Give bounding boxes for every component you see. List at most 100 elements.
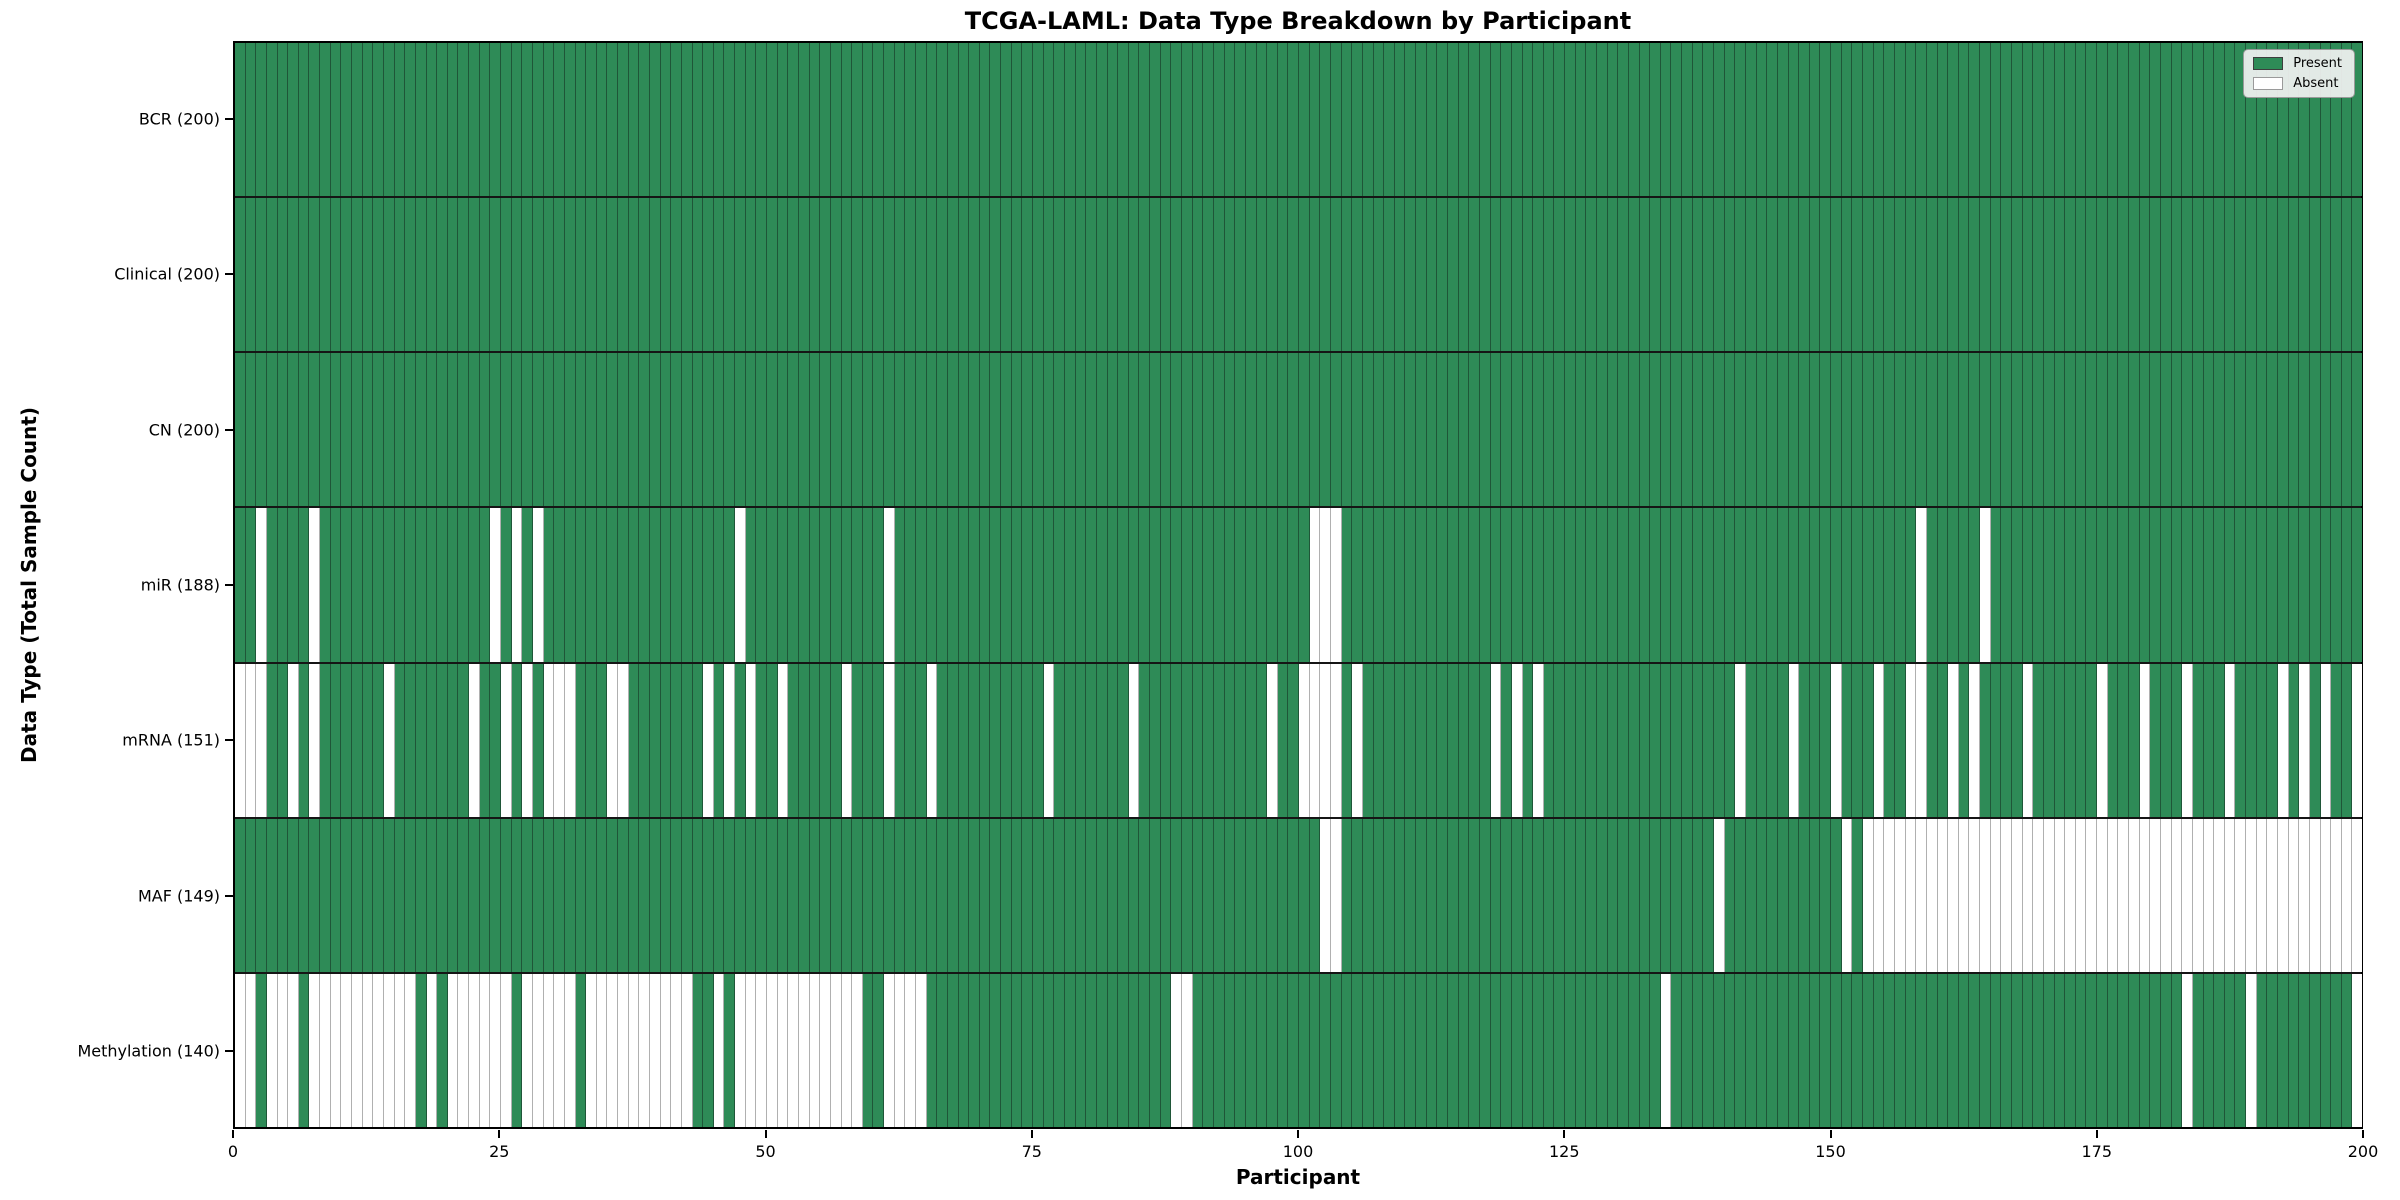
heatmap-cell [2118,198,2130,352]
heatmap-cell [1054,198,1065,352]
heatmap-cell [1118,973,1129,1127]
heatmap-cell [820,198,831,352]
heatmap-cell [724,43,736,197]
heatmap-cell [1628,818,1640,972]
heatmap-cell [2341,198,2353,352]
heatmap-cell [1607,43,1619,197]
heatmap-cell [1980,43,1991,197]
heatmap-cell [1894,663,1906,817]
heatmap-cell [256,973,267,1127]
heatmap-cell [543,43,555,197]
heatmap-cell [1543,973,1555,1127]
y-tick-label-CN: CN (200) [148,420,220,440]
y-tick-label-Clinical: Clinical (200) [114,264,220,284]
heatmap-cell [2203,973,2215,1127]
heatmap-cell [1416,198,1427,352]
heatmap-cell [1831,663,1842,817]
heatmap-cell [2299,818,2310,972]
heatmap-cell [447,43,459,197]
heatmap-cell [501,663,512,817]
heatmap-cell [511,508,523,662]
heatmap-cell [330,508,342,662]
heatmap-cell [1799,508,1810,662]
heatmap-cell [1628,663,1640,817]
heatmap-cell [1511,353,1523,507]
heatmap-cell [2160,818,2172,972]
heatmap-row-mRNA [235,663,2363,819]
heatmap-cell [2097,43,2108,197]
heatmap-cell [1309,353,1321,507]
heatmap-cell [1416,663,1427,817]
heatmap-cell [2065,663,2076,817]
heatmap-cell [277,973,289,1127]
heatmap-cell [490,43,502,197]
heatmap-cell [1096,508,1108,662]
heatmap-cell [383,508,395,662]
heatmap-cell [703,818,714,972]
heatmap-cell [235,353,246,507]
heatmap-cell [639,43,650,197]
heatmap-cell [820,973,831,1127]
heatmap-cell [1809,818,1821,972]
heatmap-cell [1416,353,1427,507]
heatmap-cell [1128,818,1140,972]
heatmap-cell [2278,43,2289,197]
heatmap-cell [256,508,267,662]
heatmap-cell [958,353,970,507]
heatmap-cell [745,663,757,817]
heatmap-cell [1182,973,1193,1127]
heatmap-cell [937,198,948,352]
heatmap-cell [1639,973,1651,1127]
heatmap-cell [383,353,395,507]
heatmap-cell [1235,508,1246,662]
heatmap-cell [1011,508,1023,662]
heatmap-cell [862,663,874,817]
heatmap-cell [1575,353,1587,507]
heatmap-cell [298,973,310,1127]
heatmap-cell [277,663,289,817]
heatmap-cell [1160,198,1172,352]
heatmap-cell [894,973,906,1127]
heatmap-cell [1320,973,1331,1127]
heatmap-cell [756,508,768,662]
heatmap-cell [2139,663,2151,817]
heatmap-cell [522,198,533,352]
heatmap-cell [1213,353,1225,507]
heatmap-cell [554,663,565,817]
heatmap-cell [1692,818,1704,972]
heatmap-cell [735,508,746,662]
heatmap-cell [1096,818,1108,972]
heatmap-cell [607,973,619,1127]
heatmap-cell [1969,663,1981,817]
heatmap-cell [543,508,555,662]
heatmap-cell [1607,198,1619,352]
heatmap-cell [1330,43,1342,197]
heatmap-cell [1256,198,1268,352]
heatmap-cell [2235,198,2247,352]
heatmap-cell [511,973,523,1127]
heatmap-cell [458,198,470,352]
heatmap-cell [1245,663,1257,817]
heatmap-cell [1990,508,2002,662]
heatmap-cell [767,353,778,507]
heatmap-cell [1203,663,1214,817]
heatmap-cell [809,973,821,1127]
heatmap-cell [1490,43,1502,197]
heatmap-cell [628,508,640,662]
heatmap-cell [1426,973,1438,1127]
heatmap-cell [905,508,916,662]
heatmap-cell [1745,353,1757,507]
heatmap-cell [1618,663,1629,817]
heatmap-cell [2331,973,2342,1127]
heatmap-cell [532,508,544,662]
heatmap-cell [1245,973,1257,1127]
heatmap-cell [2256,353,2268,507]
heatmap-cell [649,663,661,817]
heatmap-cell [1267,973,1278,1127]
heatmap-cell [639,818,650,972]
heatmap-cell [532,973,544,1127]
heatmap-row-Clinical [235,198,2363,354]
heatmap-cell [2160,973,2172,1127]
heatmap-cell [1714,198,1725,352]
heatmap-cell [1213,43,1225,197]
